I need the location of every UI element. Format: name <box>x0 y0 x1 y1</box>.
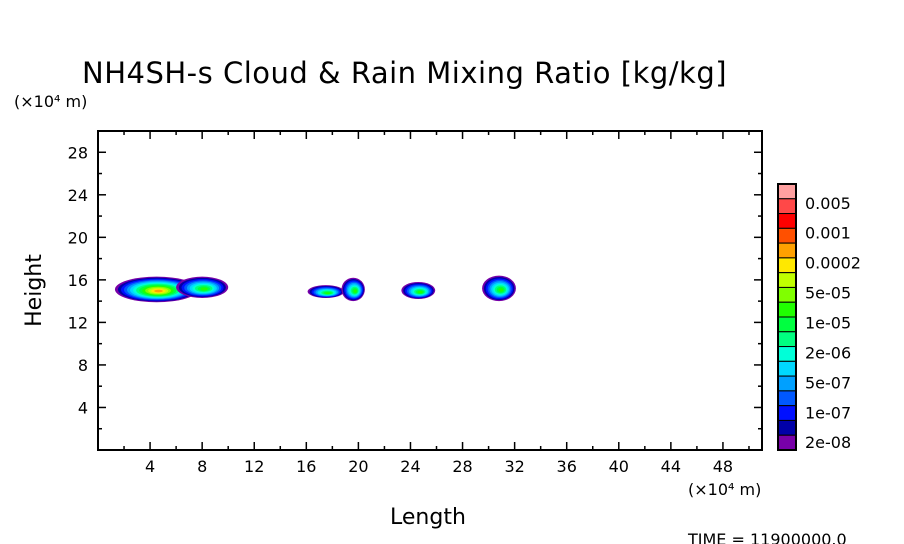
colorbar-label: 1e-07 <box>805 403 851 422</box>
colorbar-bin <box>777 301 797 318</box>
colorbar-bin <box>777 405 797 421</box>
cloud-contour-3-9 <box>353 289 357 293</box>
y-tick-label: 16 <box>68 271 88 290</box>
y-tick-label: 12 <box>68 313 88 332</box>
x-tick-label: 12 <box>244 457 264 476</box>
colorbar-bin <box>777 390 797 407</box>
colorbar-bin <box>777 227 797 244</box>
y-tick-label: 28 <box>68 143 88 162</box>
colorbar-bin <box>777 346 797 362</box>
colorbar-bin <box>777 331 797 348</box>
colorbar-bin <box>777 286 797 303</box>
cloud-contour-2-9 <box>325 292 331 295</box>
cloud-contour-0-13 <box>154 289 163 293</box>
y-tick-label: 8 <box>78 356 88 375</box>
x-tick-label: 16 <box>296 457 316 476</box>
colorbar-bin <box>777 360 797 377</box>
cloud-contour-4-9 <box>417 290 423 294</box>
cloud-contour-5-9 <box>498 288 504 292</box>
x-axis-unit: (×10⁴ m) <box>688 480 762 499</box>
colorbar-label: 5e-07 <box>805 373 851 392</box>
y-tick-label: 24 <box>68 186 88 205</box>
y-tick-label: 4 <box>78 398 88 417</box>
colorbar-bin <box>777 316 797 333</box>
y-axis-unit: (×10⁴ m) <box>14 92 88 111</box>
chart-title: NH4SH-s Cloud & Rain Mixing Ratio [kg/kg… <box>82 56 728 90</box>
x-tick-label: 32 <box>504 457 524 476</box>
colorbar-bin <box>777 375 797 392</box>
colorbar-label: 0.0002 <box>805 254 861 273</box>
x-tick-label: 48 <box>713 457 733 476</box>
x-axis-label: Length <box>390 505 466 530</box>
x-tick-label: 20 <box>348 457 368 476</box>
colorbar-bin <box>777 419 797 436</box>
x-tick-label: 8 <box>197 457 207 476</box>
plot-frame <box>97 130 763 451</box>
cloud-contour-1-9 <box>200 287 208 291</box>
colorbar-bin <box>777 198 797 215</box>
x-tick-label: 24 <box>400 457 420 476</box>
colorbar-bin <box>777 242 797 259</box>
colorbar-label: 0.001 <box>805 224 851 243</box>
x-tick-label: 4 <box>145 457 155 476</box>
colorbar-bin <box>777 434 797 451</box>
x-tick-label: 36 <box>557 457 577 476</box>
colorbar-frame <box>777 183 797 451</box>
y-tick-label: 20 <box>68 228 88 247</box>
colorbar-bin <box>777 257 797 274</box>
colorbar-bin <box>777 183 797 200</box>
colorbar-label: 5e-05 <box>805 284 851 303</box>
x-tick-label: 40 <box>609 457 629 476</box>
colorbar-label: 2e-08 <box>805 433 851 452</box>
colorbar-bin <box>777 213 797 229</box>
colorbar-label: 1e-05 <box>805 313 851 332</box>
x-tick-label: 44 <box>661 457 681 476</box>
colorbar-bin <box>777 272 797 288</box>
x-tick-label: 28 <box>452 457 472 476</box>
time-readout: TIME = 11900000.0 <box>688 530 847 544</box>
colorbar-label: 0.005 <box>805 194 851 213</box>
colorbar-label: 2e-06 <box>805 343 851 362</box>
